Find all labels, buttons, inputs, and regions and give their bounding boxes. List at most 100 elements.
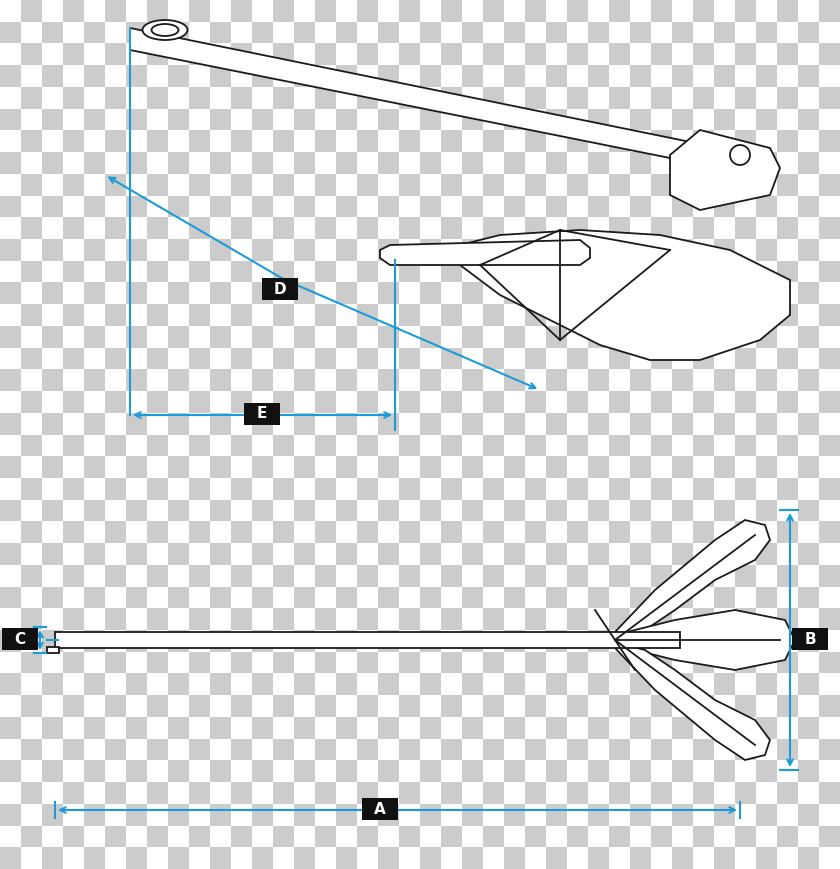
Bar (483, 304, 504, 326)
Bar (126, 239, 147, 261)
Bar (42, 196, 63, 217)
Bar (231, 652, 252, 673)
Bar (252, 413, 273, 434)
Bar (798, 22, 819, 43)
FancyBboxPatch shape (262, 278, 298, 300)
Bar (210, 326, 231, 348)
Bar (105, 43, 126, 65)
Bar (672, 196, 693, 217)
Bar (42, 587, 63, 608)
Bar (777, 608, 798, 630)
Bar (420, 369, 441, 391)
Bar (651, 565, 672, 587)
Bar (588, 326, 609, 348)
Polygon shape (615, 610, 795, 670)
Bar (630, 369, 651, 391)
Bar (672, 543, 693, 565)
Bar (42, 282, 63, 304)
Bar (0, 282, 21, 304)
Bar (315, 391, 336, 413)
Bar (42, 760, 63, 782)
Bar (819, 0, 840, 22)
Bar (84, 22, 105, 43)
Bar (105, 826, 126, 847)
Bar (819, 782, 840, 804)
Bar (756, 804, 777, 826)
Bar (147, 478, 168, 500)
Bar (609, 348, 630, 369)
Bar (651, 304, 672, 326)
Bar (336, 673, 357, 695)
Bar (630, 239, 651, 261)
Bar (63, 565, 84, 587)
Bar (84, 369, 105, 391)
Bar (399, 217, 420, 239)
Bar (294, 630, 315, 652)
Bar (210, 587, 231, 608)
Bar (126, 630, 147, 652)
Bar (777, 434, 798, 456)
Bar (84, 760, 105, 782)
Bar (714, 369, 735, 391)
Bar (336, 543, 357, 565)
Bar (210, 22, 231, 43)
Bar (231, 304, 252, 326)
Bar (756, 22, 777, 43)
Bar (336, 239, 357, 261)
Bar (420, 196, 441, 217)
Bar (378, 543, 399, 565)
Bar (567, 87, 588, 109)
Bar (63, 348, 84, 369)
Bar (819, 608, 840, 630)
Bar (294, 413, 315, 434)
Bar (315, 261, 336, 282)
Bar (567, 695, 588, 717)
Bar (189, 782, 210, 804)
Bar (42, 847, 63, 869)
Bar (42, 673, 63, 695)
Bar (378, 587, 399, 608)
Bar (210, 109, 231, 130)
Bar (588, 673, 609, 695)
Bar (651, 521, 672, 543)
Bar (105, 695, 126, 717)
Bar (273, 174, 294, 196)
Bar (420, 326, 441, 348)
Bar (357, 43, 378, 65)
Bar (693, 782, 714, 804)
Bar (630, 65, 651, 87)
Bar (273, 391, 294, 413)
Bar (21, 652, 42, 673)
Bar (294, 65, 315, 87)
Bar (546, 760, 567, 782)
Bar (126, 717, 147, 739)
Bar (252, 282, 273, 304)
Bar (798, 65, 819, 87)
Bar (231, 261, 252, 282)
Bar (735, 478, 756, 500)
Bar (504, 22, 525, 43)
Bar (693, 130, 714, 152)
Bar (126, 369, 147, 391)
Bar (0, 239, 21, 261)
Text: D: D (274, 282, 286, 296)
Bar (63, 0, 84, 22)
Bar (504, 152, 525, 174)
Bar (105, 348, 126, 369)
Bar (21, 261, 42, 282)
Bar (483, 695, 504, 717)
Bar (777, 782, 798, 804)
Bar (252, 152, 273, 174)
Bar (273, 608, 294, 630)
Bar (651, 348, 672, 369)
Bar (483, 608, 504, 630)
Bar (294, 282, 315, 304)
Bar (189, 348, 210, 369)
Bar (546, 109, 567, 130)
Bar (231, 43, 252, 65)
Bar (84, 65, 105, 87)
Bar (126, 326, 147, 348)
Bar (315, 739, 336, 760)
Bar (126, 196, 147, 217)
Bar (0, 196, 21, 217)
